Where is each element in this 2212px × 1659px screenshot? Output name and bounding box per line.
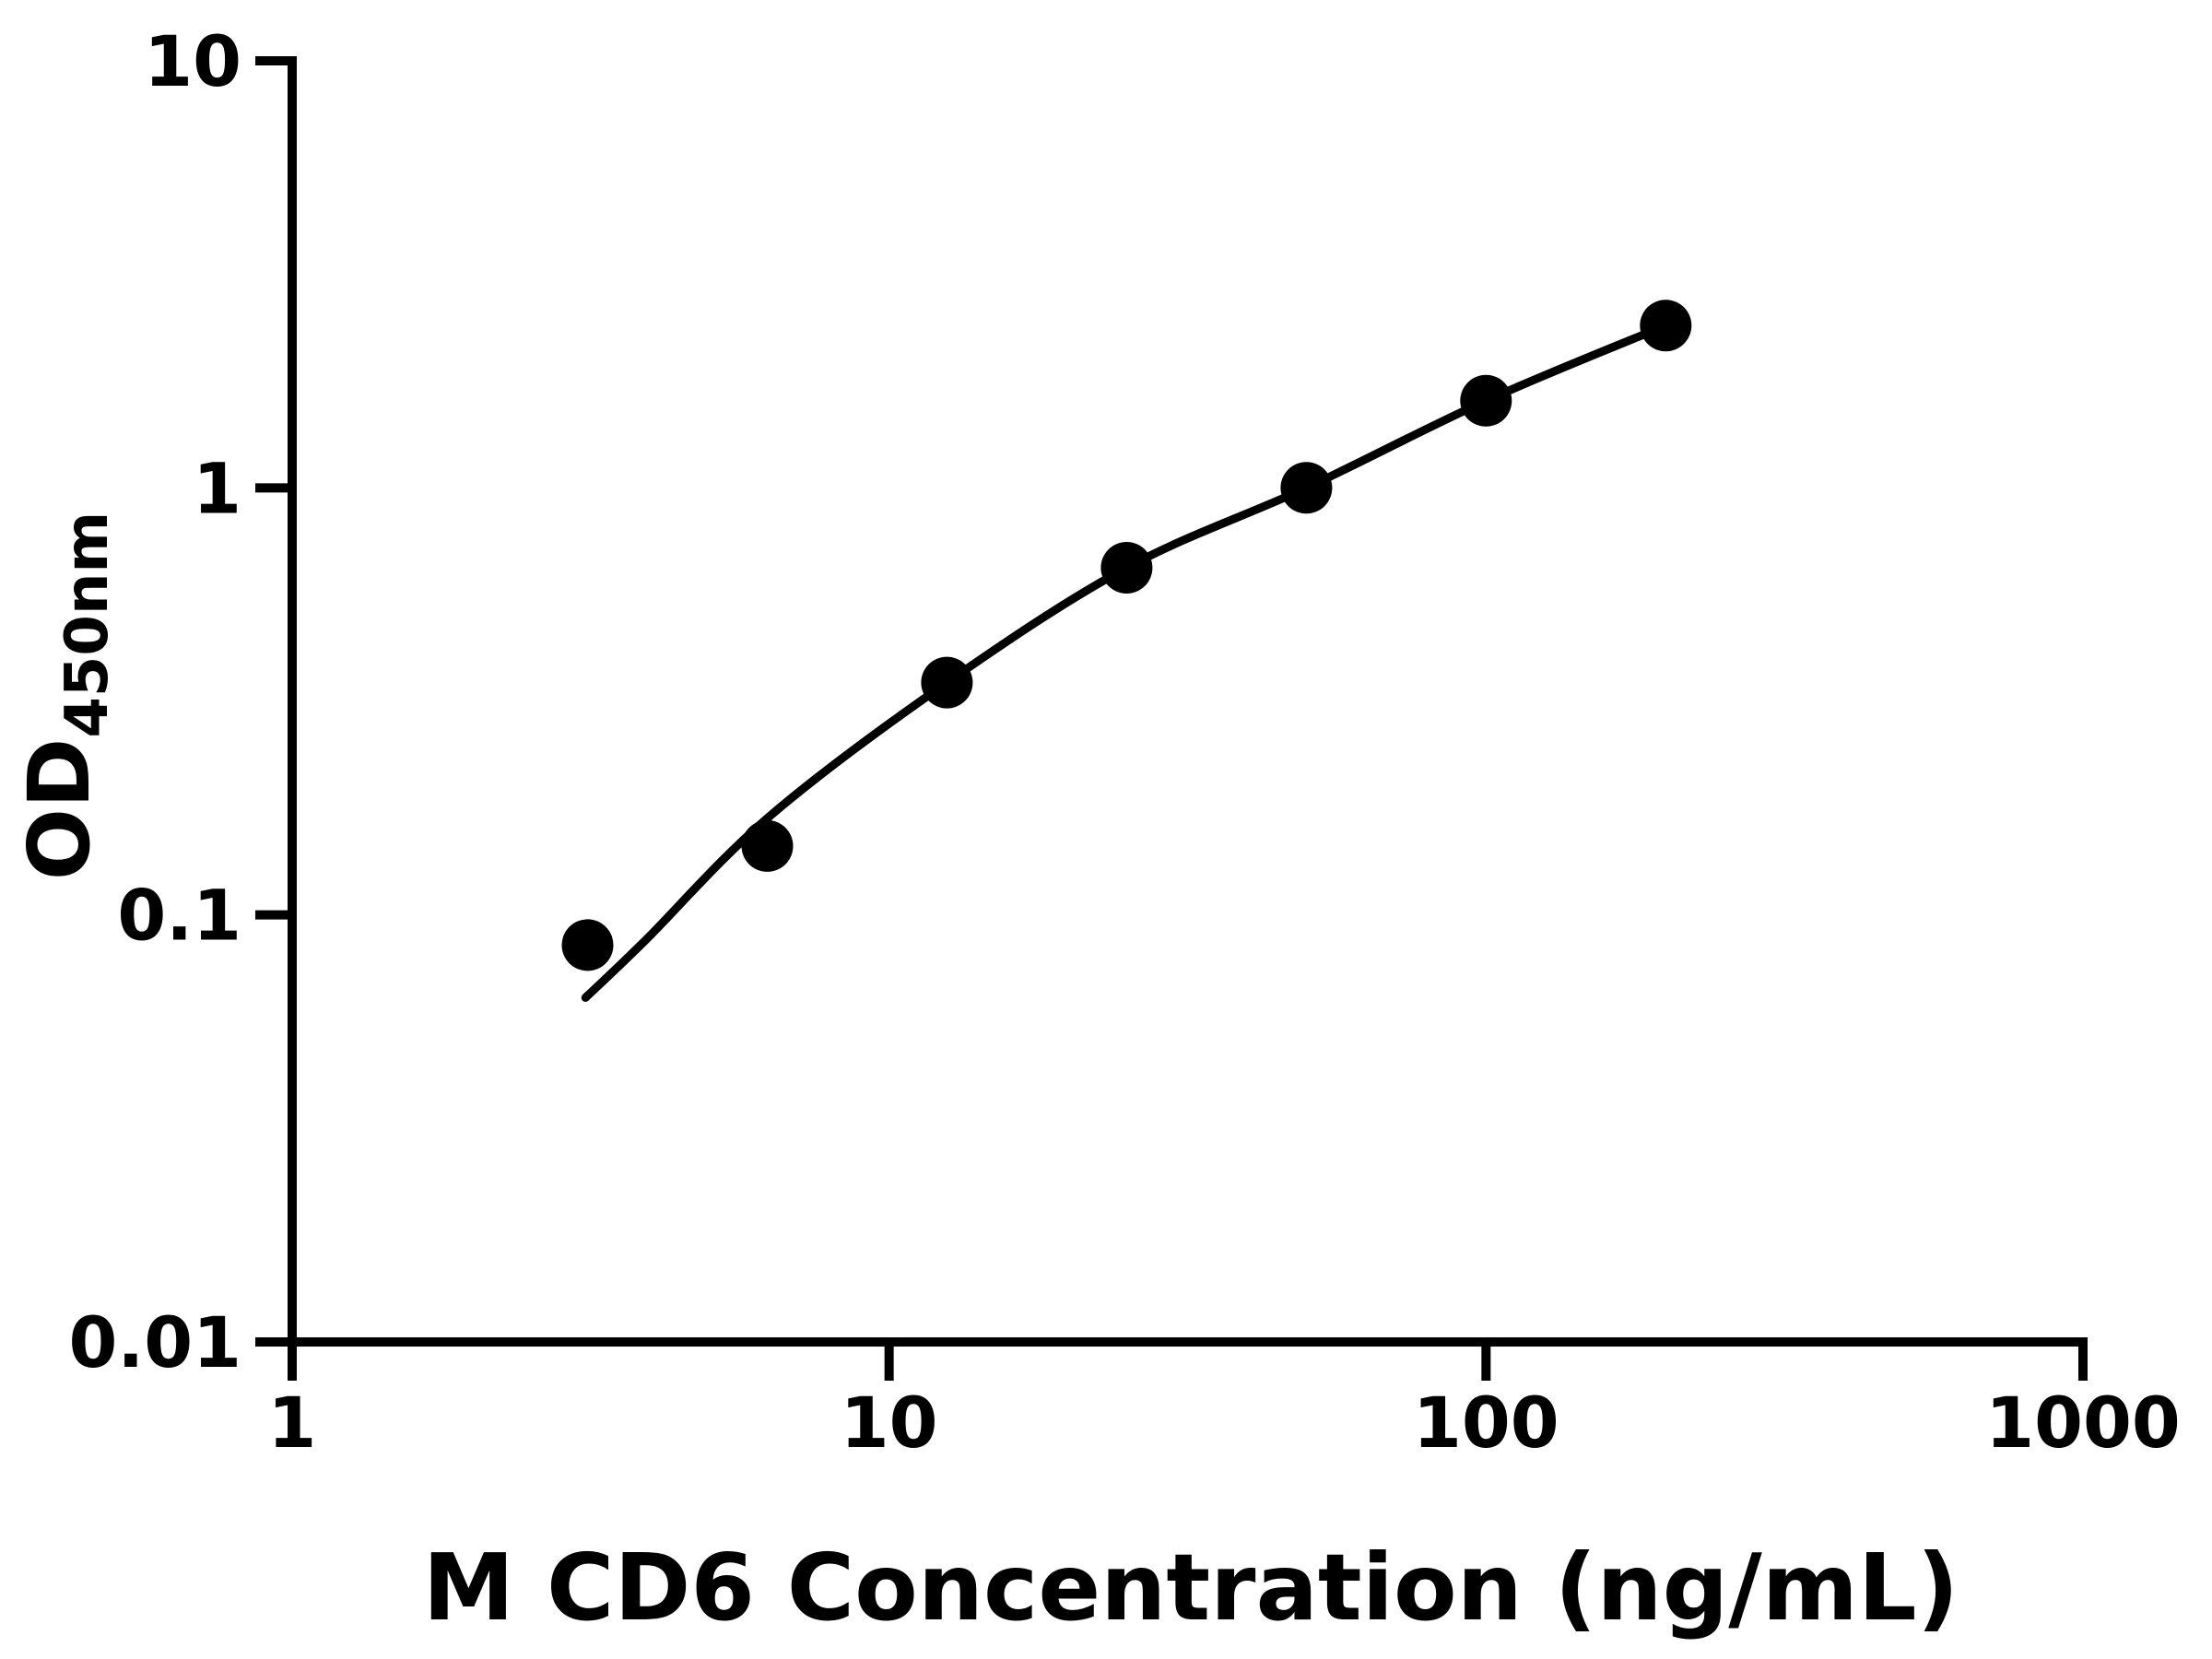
y-tick-label: 0.1 — [117, 875, 241, 957]
data-point — [561, 919, 614, 971]
y-axis-title-main: OD — [10, 738, 109, 881]
data-point — [1100, 542, 1153, 594]
y-axis-title-sub: 450nm — [53, 512, 122, 738]
y-tick-label: 1 — [193, 447, 241, 529]
data-point — [921, 656, 973, 709]
y-axis-ticks: 0.01 0.1 1 10 — [68, 20, 292, 1383]
y-tick-label: 0.01 — [68, 1301, 241, 1383]
data-point — [1640, 300, 1692, 352]
series-group — [561, 300, 1692, 1002]
data-point — [741, 819, 794, 872]
fit-curve — [581, 321, 1670, 1002]
axes: 1 10 100 1000 0.01 0.1 1 10 — [68, 20, 2180, 1464]
x-tick-label: 100 — [1413, 1382, 1559, 1464]
x-axis-title: M CD6 Concentration (ng/mL) — [423, 1534, 1959, 1641]
y-tick-label: 10 — [144, 20, 241, 102]
x-tick-label: 10 — [841, 1382, 938, 1464]
x-tick-label: 1000 — [1985, 1382, 2181, 1464]
y-axis-title: OD450nm — [10, 512, 122, 880]
data-point — [1460, 374, 1512, 427]
data-point — [1280, 462, 1333, 514]
x-tick-label: 1 — [268, 1382, 317, 1464]
x-axis-ticks: 1 10 100 1000 — [268, 1342, 2181, 1464]
axis-titles: M CD6 Concentration (ng/mL) OD450nm — [10, 512, 1959, 1641]
